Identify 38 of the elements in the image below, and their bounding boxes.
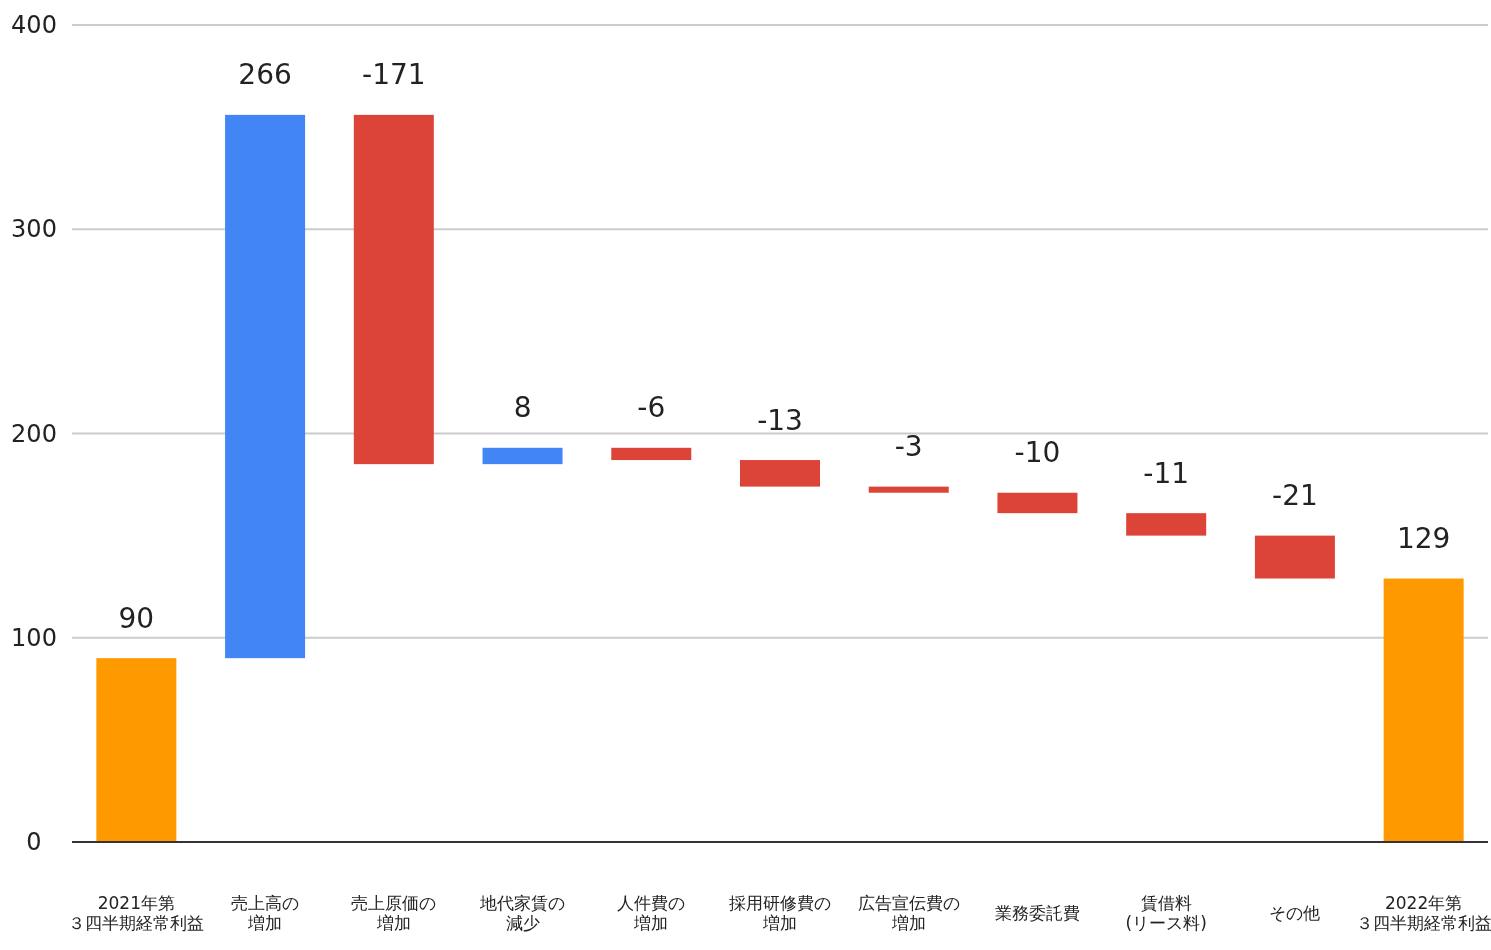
x-tick-label: 売上高の増加	[230, 893, 301, 933]
bar	[740, 460, 820, 487]
x-tick-label: 広告宣伝費の増加	[857, 893, 960, 933]
data-label: -11	[1143, 456, 1190, 490]
y-tick-label: 300	[11, 215, 57, 244]
bar	[225, 114, 306, 659]
bar	[1126, 513, 1207, 536]
bar	[1383, 578, 1464, 842]
bar	[868, 486, 949, 493]
x-tick-label: 2022年第３四半期経常利益	[1355, 893, 1491, 933]
x-tick-label: 売上原価の増加	[350, 893, 438, 933]
bar	[611, 447, 692, 461]
x-tick-label: 地代家賃の減少	[479, 893, 567, 933]
y-tick-label: 400	[11, 11, 57, 39]
x-tick-label: 採用研修費の増加	[729, 893, 831, 933]
bar	[482, 447, 563, 465]
bar	[1254, 535, 1335, 579]
x-tick-label: 人件費の増加	[616, 893, 687, 933]
bar	[96, 658, 177, 842]
bar	[997, 492, 1078, 514]
data-label: -13	[757, 403, 803, 437]
x-tick-label: 業務委託費	[994, 903, 1080, 923]
x-tick-label: その他	[1269, 903, 1321, 923]
y-tick-label: 200	[11, 419, 57, 448]
data-label: -10	[1014, 436, 1061, 470]
data-label: 90	[118, 601, 155, 635]
data-label: -6	[637, 391, 666, 425]
data-label: -21	[1272, 479, 1318, 513]
data-label: 8	[513, 391, 532, 425]
bar	[353, 114, 434, 465]
x-tick-label: 賃借料(リース料)	[1124, 893, 1208, 933]
x-tick-label: 2021年第３四半期経常利益	[68, 893, 205, 933]
y-tick-label: 100	[11, 623, 57, 652]
y-tick-label: 0	[26, 828, 42, 856]
data-label: -3	[894, 430, 923, 464]
data-label: 266	[238, 58, 292, 92]
data-label: -171	[362, 58, 426, 92]
data-label: 129	[1396, 522, 1451, 556]
